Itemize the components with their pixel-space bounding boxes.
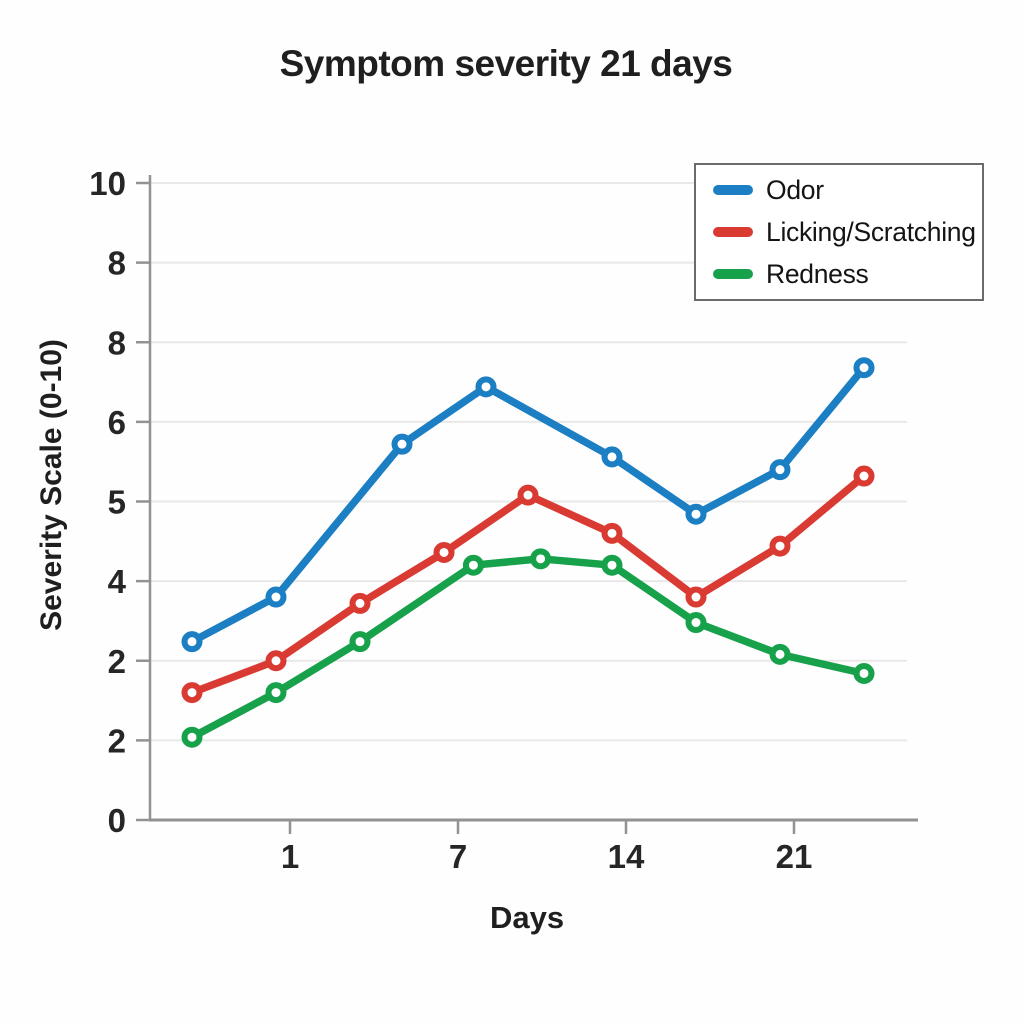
- legend-label: Redness: [766, 258, 869, 289]
- y-tick-label: 2: [108, 643, 126, 680]
- data-point-marker-redness: [265, 682, 287, 704]
- x-tick-label: 1: [281, 838, 299, 875]
- data-point-marker-odor: [475, 376, 497, 398]
- data-point-marker-licking-scratching: [517, 484, 539, 506]
- data-point-marker-licking-scratching: [685, 586, 707, 608]
- y-tick-label: 4: [108, 563, 127, 600]
- data-point-marker-licking-scratching: [433, 541, 455, 563]
- data-point-marker-odor: [391, 433, 413, 455]
- x-axis-label: Days: [489, 900, 565, 935]
- data-point-marker-licking-scratching: [349, 592, 371, 614]
- data-point-marker-odor: [265, 586, 287, 608]
- chart-title: Symptom severity 21 days: [279, 43, 733, 84]
- data-point-marker-odor: [853, 357, 875, 379]
- data-point-marker-redness: [181, 726, 203, 748]
- x-tick-label: 14: [608, 838, 645, 875]
- data-point-marker-licking-scratching: [601, 522, 623, 544]
- data-point-marker-licking-scratching: [853, 465, 875, 487]
- data-point-marker-redness: [685, 612, 707, 634]
- legend-swatch-icon: [713, 269, 753, 279]
- data-point-marker-redness: [769, 643, 791, 665]
- series-line-odor: [188, 363, 868, 646]
- x-tick-label: 21: [776, 838, 813, 875]
- data-point-marker-licking-scratching: [265, 650, 287, 672]
- y-tick-label: 5: [108, 484, 126, 521]
- x-tick-label: 7: [449, 838, 467, 875]
- data-point-marker-odor: [181, 631, 203, 653]
- data-point-marker-redness: [530, 548, 552, 570]
- data-point-marker-licking-scratching: [181, 682, 203, 704]
- legend-item: Licking/Scratching: [713, 217, 982, 247]
- legend-label: Odor: [766, 174, 824, 205]
- data-point-marker-licking-scratching: [769, 535, 791, 557]
- y-tick-label: 6: [108, 404, 126, 441]
- legend-swatch-icon: [713, 185, 753, 195]
- data-point-marker-redness: [462, 554, 484, 576]
- legend: Odor Licking/Scratching Redness: [694, 163, 984, 301]
- legend-swatch-icon: [713, 227, 753, 237]
- data-point-marker-redness: [349, 631, 371, 653]
- data-point-marker-redness: [853, 662, 875, 684]
- legend-label: Licking/Scratching: [766, 216, 976, 247]
- y-axis-label: Severity Scale (0-10): [35, 339, 68, 631]
- data-point-marker-odor: [769, 459, 791, 481]
- y-tick-label: 10: [89, 165, 126, 202]
- legend-item: Odor: [713, 175, 982, 205]
- data-point-marker-redness: [601, 554, 623, 576]
- y-tick-label: 8: [108, 245, 126, 282]
- legend-item: Redness: [713, 259, 982, 289]
- y-tick-label: 0: [108, 802, 126, 839]
- data-point-marker-odor: [685, 503, 707, 525]
- y-tick-label: 8: [108, 324, 126, 361]
- y-tick-label: 2: [108, 722, 126, 759]
- data-point-marker-odor: [601, 446, 623, 468]
